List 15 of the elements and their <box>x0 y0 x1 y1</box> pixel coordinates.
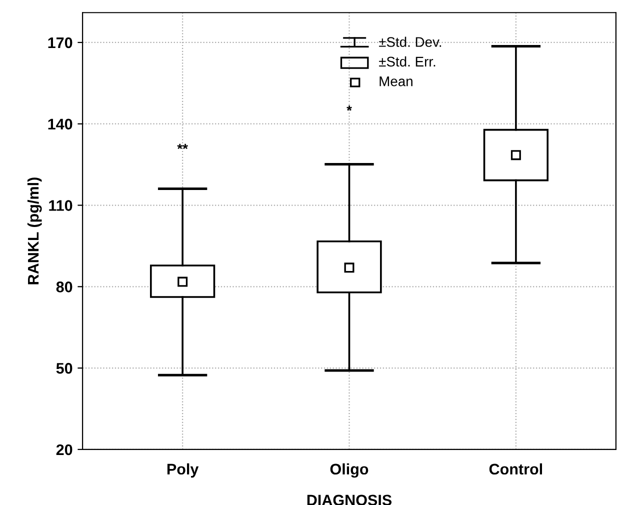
y-tick-label: 170 <box>48 37 72 48</box>
x-tick-label: Oligo <box>330 463 368 478</box>
y-tick-label: 80 <box>56 282 72 292</box>
annotation: * <box>346 106 352 111</box>
annotation: ±Std. Err. <box>379 56 436 67</box>
y-tick-label: 20 <box>56 444 72 456</box>
annotation: Mean <box>380 76 412 86</box>
annotation: ±Std. Dev. <box>379 36 442 47</box>
y-axis-title: RANKL (pg/ml) <box>27 178 42 284</box>
y-tick-label: 110 <box>49 200 72 211</box>
x-tick-label: Control <box>489 463 542 475</box>
y-tick-label: 140 <box>48 118 72 130</box>
y-tick-label: 50 <box>56 362 72 374</box>
annotation: ** <box>177 144 188 150</box>
x-tick-label: Poly <box>167 463 199 478</box>
